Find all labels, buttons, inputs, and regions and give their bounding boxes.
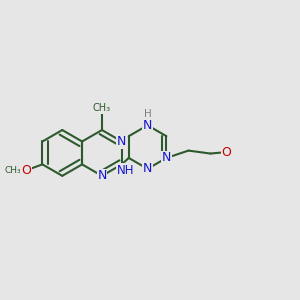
Text: N: N (162, 152, 171, 164)
Text: CH₃: CH₃ (93, 103, 111, 113)
Text: N: N (143, 119, 152, 132)
Text: NH: NH (116, 164, 134, 177)
Text: O: O (222, 146, 232, 159)
Text: N: N (143, 162, 152, 175)
Text: H: H (144, 109, 152, 119)
Text: CH₃: CH₃ (5, 166, 21, 175)
Text: O: O (21, 164, 31, 177)
Text: N: N (97, 169, 106, 182)
Text: N: N (117, 135, 127, 148)
